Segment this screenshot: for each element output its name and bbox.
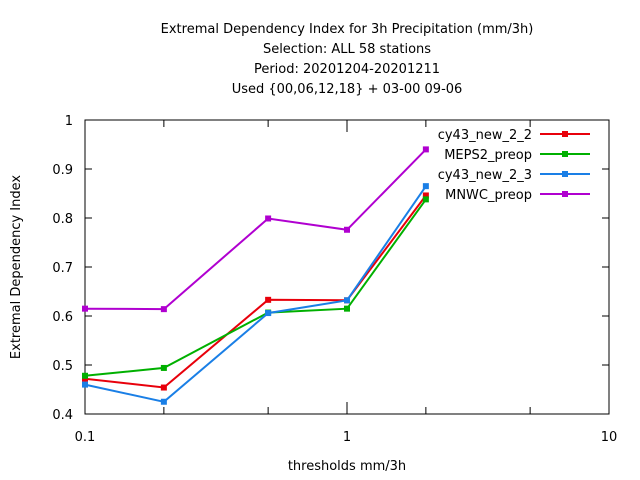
x-tick-label: 1 bbox=[343, 430, 351, 445]
data-point-MEPS2_preop bbox=[82, 372, 88, 379]
y-tick-label: 0.5 bbox=[52, 359, 73, 374]
y-tick-label: 0.9 bbox=[52, 163, 73, 178]
data-point-MEPS2_preop bbox=[160, 364, 167, 371]
data-point-cy43_new_2_3 bbox=[344, 297, 350, 304]
legend-label: cy43_new_2_2 bbox=[438, 128, 532, 143]
legend-label: cy43_new_2_3 bbox=[438, 168, 532, 183]
title-line-3: Period: 20201204-20201211 bbox=[254, 62, 440, 77]
data-point-cy43_new_2_3 bbox=[160, 398, 167, 405]
x-axis-label: thresholds mm/3h bbox=[288, 459, 406, 474]
data-point-cy43_new_2_3 bbox=[265, 310, 272, 317]
axes: 0.4 0.5 0.6 0.7 0.8 0.9 1 0.1 1 10 bbox=[52, 114, 617, 445]
legend-swatch-marker bbox=[562, 151, 568, 157]
title-line-2: Selection: ALL 58 stations bbox=[263, 42, 431, 57]
series-group bbox=[82, 146, 429, 405]
x-tick-label: 10 bbox=[601, 430, 618, 445]
data-point-MNWC_preop bbox=[82, 305, 88, 312]
series-line-cy43_new_2_3 bbox=[84, 185, 427, 403]
data-point-cy43_new_2_2 bbox=[422, 192, 429, 199]
y-tick-label: 0.6 bbox=[52, 310, 73, 325]
data-point-cy43_new_2_2 bbox=[160, 384, 167, 391]
data-point-MNWC_preop bbox=[160, 306, 167, 313]
data-point-MNWC_preop bbox=[344, 226, 350, 233]
y-axis-label: Extremal Dependency Index bbox=[9, 175, 24, 359]
legend: cy43_new_2_2 MEPS2_preop cy43_new_2_3 MNWC_… bbox=[438, 128, 590, 203]
legend-label: MNWC_preop bbox=[445, 188, 532, 203]
series-line-MNWC_preop bbox=[84, 148, 427, 311]
data-point-MEPS2_preop bbox=[422, 196, 429, 203]
y-tick-label: 0.8 bbox=[52, 212, 73, 227]
title-line-1: Extremal Dependency Index for 3h Precipi… bbox=[161, 22, 534, 37]
data-point-cy43_new_2_2 bbox=[265, 296, 272, 303]
data-point-MNWC_preop bbox=[422, 146, 429, 153]
data-point-cy43_new_2_3 bbox=[422, 183, 429, 190]
series-line-MEPS2_preop bbox=[84, 198, 427, 377]
data-point-MEPS2_preop bbox=[344, 305, 350, 312]
x-tick-label: 0.1 bbox=[75, 430, 96, 445]
chart-title: Extremal Dependency Index for 3h Precipi… bbox=[161, 22, 534, 97]
y-tick-label: 0.7 bbox=[52, 261, 73, 276]
series-line-cy43_new_2_2 bbox=[84, 194, 427, 389]
legend-swatch-marker bbox=[562, 131, 568, 137]
data-point-MNWC_preop bbox=[265, 215, 272, 222]
y-tick-label: 1 bbox=[65, 114, 73, 129]
legend-swatch-marker bbox=[562, 191, 568, 197]
y-tick-label: 0.4 bbox=[52, 408, 73, 423]
data-point-cy43_new_2_3 bbox=[82, 381, 88, 388]
legend-label: MEPS2_preop bbox=[444, 148, 532, 163]
title-line-4: Used {00,06,12,18} + 03-00 09-06 bbox=[232, 82, 463, 97]
legend-swatch-marker bbox=[562, 171, 568, 177]
